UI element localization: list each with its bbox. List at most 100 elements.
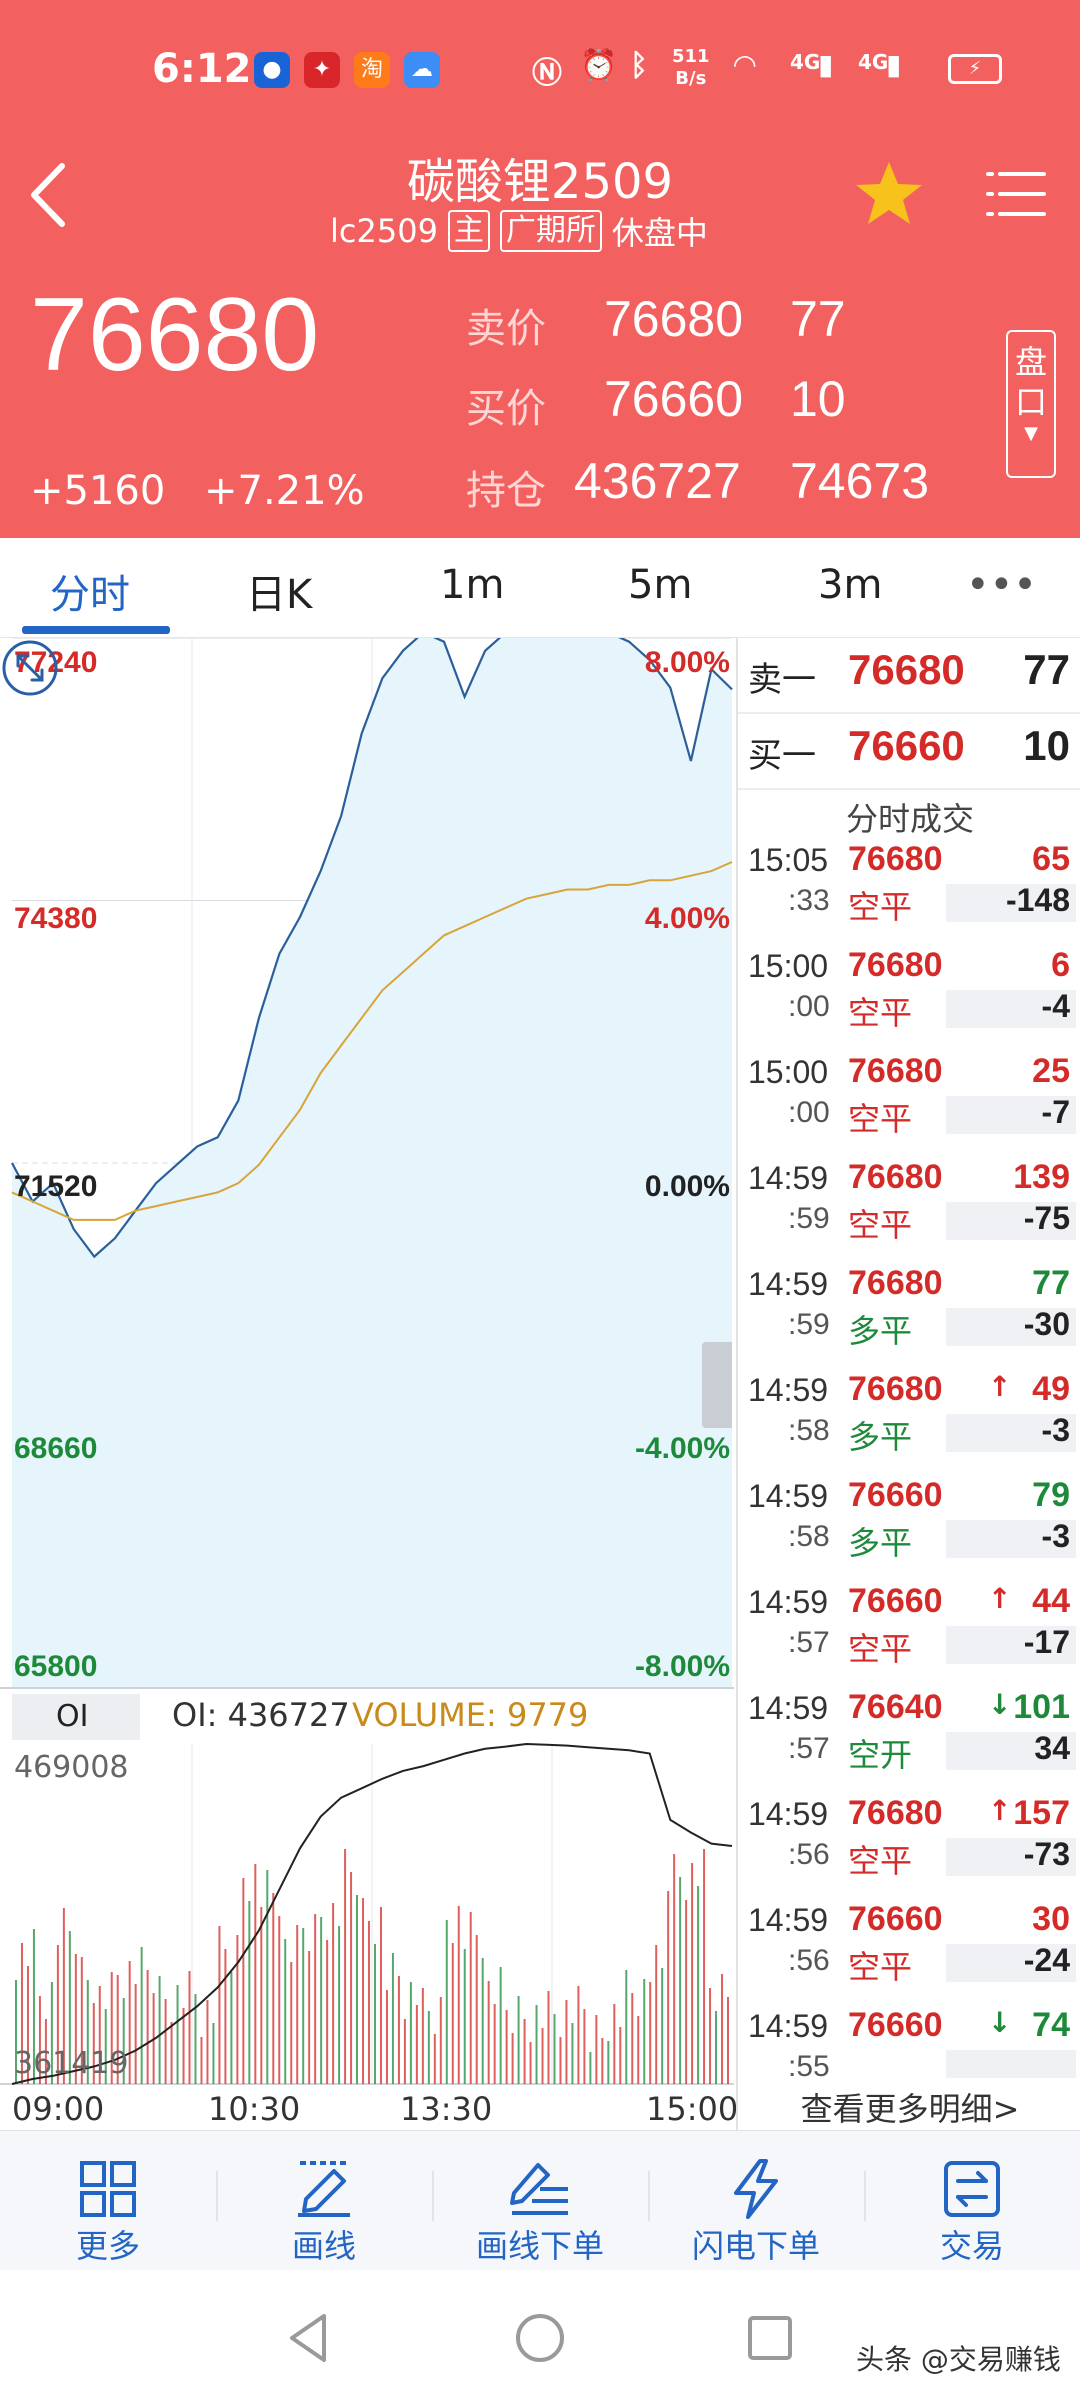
tick-time: 14:59	[748, 1160, 829, 1196]
bluetooth-icon: ᛒ	[630, 48, 648, 83]
tick-volume: 139	[1013, 1158, 1070, 1196]
tab-intraday[interactable]: 分时	[50, 572, 130, 618]
trade-button[interactable]: 交易	[864, 2131, 1080, 2271]
toolbar-divider	[432, 2171, 434, 2221]
indicator-selector-label: OI	[56, 1699, 89, 1734]
tick-volume: 74	[1032, 2006, 1070, 2044]
contract-subline: lc2509 主 广期所 休盘中	[330, 208, 708, 254]
weather-icon: ☁	[404, 52, 440, 88]
toolbar-divider	[648, 2171, 650, 2221]
bid-1-label: 买一	[748, 736, 816, 776]
tick-type: 空平	[848, 1630, 913, 1668]
draw-line-button[interactable]: 画线	[216, 2131, 432, 2271]
net-speed: 511 B/s	[672, 46, 710, 90]
draw-line-label: 画线	[291, 2227, 356, 2265]
more-button[interactable]: 更多	[0, 2131, 216, 2271]
bid-volume: 10	[790, 371, 846, 427]
nav-home-icon[interactable]	[510, 2308, 570, 2368]
tick-row: 15:00:00 76680 6 空平 -4	[738, 942, 1080, 1050]
net-speed-unit: B/s	[675, 68, 707, 89]
tick-type: 空平	[848, 1206, 913, 1244]
tick-time: 15:00	[748, 1054, 829, 1090]
tick-seconds: :00	[788, 1096, 830, 1129]
time-label-close: 15:00	[646, 2090, 739, 2128]
average-line	[11, 861, 733, 1221]
intraday-chart[interactable]: 77240 8.00% 74380 4.00% 71520 0.00% 6866…	[0, 638, 738, 2130]
draw-line-order-button[interactable]: 画线下单	[432, 2131, 648, 2271]
bid-1-row: 买一 76660 10	[738, 714, 1080, 790]
tab-1m[interactable]: 1m	[440, 562, 505, 608]
tick-time: 14:59	[748, 2008, 829, 2044]
tick-row: 14:59:57 76660 ↑ 44 空平 -17	[738, 1578, 1080, 1686]
tick-oi-change: -30	[1023, 1306, 1070, 1342]
tick-row: 14:59:56 76680 ↑ 157 空平 -73	[738, 1790, 1080, 1898]
tick-oi-bar	[946, 1414, 1076, 1452]
market-status: 休盘中	[611, 214, 708, 252]
open-interest-change: 74673	[790, 453, 930, 509]
expand-icon[interactable]	[0, 638, 60, 698]
bid-1-volume: 10	[1023, 722, 1070, 769]
tick-oi-bar	[946, 1520, 1076, 1558]
tab-daily-k[interactable]: 日K	[246, 572, 313, 618]
ask-1-price: 76680	[848, 646, 965, 693]
indicator-selector[interactable]: OI	[12, 1694, 140, 1740]
tick-volume: 30	[1032, 1900, 1070, 1938]
tick-volume: 6	[1051, 946, 1070, 984]
tick-price: 76640	[848, 1688, 943, 1726]
price-axis-lower: 68660	[14, 1432, 98, 1465]
nav-recents-icon[interactable]	[740, 2308, 800, 2368]
tick-oi-bar	[946, 1944, 1076, 1982]
pct-axis-upper: 4.00%	[644, 902, 730, 935]
tick-type: 多平	[848, 1312, 913, 1350]
oi-axis-max: 469008	[14, 1750, 129, 1785]
contract-code: lc2509	[330, 212, 438, 250]
open-interest-value: 436727	[574, 453, 741, 509]
more-detail-link[interactable]: 查看更多明细>	[738, 2078, 1080, 2130]
tick-type: 多平	[848, 1418, 913, 1456]
panel-toggle-icon[interactable]	[702, 1342, 732, 1428]
tab-active-indicator	[22, 626, 170, 634]
time-label-open: 09:00	[12, 2090, 105, 2128]
tick-seconds: :56	[788, 1944, 830, 1977]
tick-volume: 77	[1032, 1264, 1070, 1302]
depth-button-label: 盘口	[1014, 343, 1047, 421]
lightning-icon	[734, 2159, 778, 2219]
pen-line-icon	[298, 2161, 350, 2217]
tick-price: 76680	[848, 946, 943, 984]
bottom-toolbar: 更多 画线 画线下单 闪电下单	[0, 2130, 1080, 2270]
tick-volume: 49	[1032, 1370, 1070, 1408]
flash-order-button[interactable]: 闪电下单	[648, 2131, 864, 2271]
grid-icon	[80, 2161, 136, 2217]
favorite-star-icon[interactable]	[854, 160, 924, 226]
qq-icon: ●	[254, 52, 290, 88]
tick-price: 76660	[848, 1476, 943, 1514]
tick-oi-change: -73	[1023, 1836, 1070, 1872]
tick-price: 76680	[848, 1264, 943, 1302]
back-arrow-icon[interactable]	[24, 160, 74, 230]
oi-axis-min: 361419	[14, 2046, 129, 2081]
contract-title: 碳酸锂2509	[406, 154, 674, 210]
nav-back-icon[interactable]	[280, 2308, 340, 2368]
system-nav-bar: 头条 @交易赚钱	[0, 2270, 1080, 2400]
ticks-title: 分时成交	[845, 800, 974, 838]
tick-price: 76680	[848, 1794, 943, 1832]
tick-price: 76660	[848, 1900, 943, 1938]
tick-seconds: :33	[788, 884, 830, 917]
tab-5m[interactable]: 5m	[628, 562, 693, 608]
depth-button[interactable]: 盘口 ▼	[1006, 330, 1056, 478]
tick-seconds: :58	[788, 1520, 830, 1553]
tick-type: 多平	[848, 1524, 913, 1562]
tick-oi-change: -4	[1041, 988, 1070, 1024]
tick-direction-arrow: ↑	[988, 1582, 1012, 1615]
tick-oi-bar	[946, 1202, 1076, 1240]
tick-price: 76680	[848, 1158, 943, 1196]
price-axis-bottom: 65800	[14, 1650, 98, 1683]
more-tabs-icon[interactable]: •••	[966, 562, 1037, 608]
menu-icon[interactable]	[986, 166, 1048, 222]
tick-time: 14:59	[748, 1902, 829, 1938]
tick-time: 15:00	[748, 948, 829, 984]
more-button-label: 更多	[75, 2227, 140, 2265]
price-change-pct: +7.21%	[204, 468, 365, 514]
tab-3m[interactable]: 3m	[818, 562, 883, 608]
tick-row: 14:59:57 76640 ↓ 101 空开 34	[738, 1684, 1080, 1792]
